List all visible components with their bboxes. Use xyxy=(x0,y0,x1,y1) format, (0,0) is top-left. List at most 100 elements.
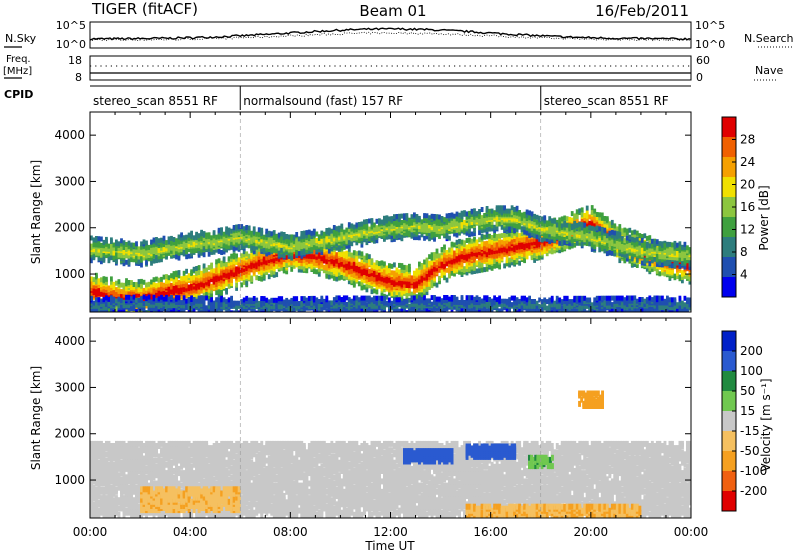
power-cell xyxy=(217,248,221,254)
power-cell xyxy=(162,245,166,251)
power-cell xyxy=(162,238,166,244)
power-cell xyxy=(428,285,431,290)
power-cell xyxy=(210,291,213,297)
power-cell xyxy=(428,236,431,242)
power-cell xyxy=(458,238,461,244)
power-cell xyxy=(388,234,391,240)
power-cell xyxy=(335,276,339,282)
power-cell xyxy=(533,257,536,263)
power-cell xyxy=(100,282,103,288)
power-cell xyxy=(473,254,476,260)
power-cell xyxy=(110,279,113,285)
power-cell xyxy=(615,250,619,256)
power-cell xyxy=(498,246,501,252)
power-cell xyxy=(322,243,326,249)
power-cell xyxy=(453,253,456,259)
power-cell xyxy=(465,211,469,217)
power-cell xyxy=(202,236,206,241)
power-cell xyxy=(222,256,226,262)
power-cell xyxy=(215,247,218,253)
power-cell xyxy=(170,273,173,279)
power-cell xyxy=(418,261,421,267)
power-cell xyxy=(383,287,386,293)
power-cell xyxy=(290,241,294,246)
power-cell xyxy=(252,229,256,235)
power-cell xyxy=(202,231,206,237)
cpid-strip: stereo_scan 8551 RF normalsound (fast) 15… xyxy=(93,86,669,110)
power-cell xyxy=(473,262,476,268)
power-cell xyxy=(623,227,627,233)
power-cell xyxy=(150,242,153,248)
power-cell xyxy=(185,275,188,281)
power-cell xyxy=(247,269,251,275)
power-cell xyxy=(428,223,431,229)
power-cell xyxy=(686,274,689,280)
power-cell xyxy=(325,252,329,258)
power-cell xyxy=(403,286,406,291)
power-cell xyxy=(483,252,486,258)
power-cell xyxy=(580,217,584,223)
power-cell xyxy=(448,213,451,218)
freq-tick-bottom: 8 xyxy=(75,71,82,84)
power-cell xyxy=(112,253,116,259)
power-cell xyxy=(217,292,221,298)
power-cell xyxy=(102,239,106,245)
power-cell xyxy=(550,247,554,253)
power-cell xyxy=(330,228,334,234)
power-cell xyxy=(530,237,534,243)
power-cell xyxy=(478,225,481,231)
power-cell xyxy=(420,219,424,225)
power-cell xyxy=(410,214,414,220)
power-cell xyxy=(618,258,622,264)
power-cell xyxy=(265,232,269,237)
power-cell xyxy=(315,231,319,237)
power-cell xyxy=(393,214,396,220)
power-cell xyxy=(225,247,228,253)
power-cell xyxy=(307,252,311,258)
power-cell xyxy=(438,233,441,239)
power-cell xyxy=(390,263,394,269)
power-cell xyxy=(245,272,249,278)
power-cell xyxy=(443,225,446,231)
power-cell xyxy=(202,263,206,269)
power-cell xyxy=(440,220,444,226)
power-cell xyxy=(220,268,223,274)
power-cell xyxy=(480,207,484,212)
power-cell xyxy=(127,256,131,262)
power-cell xyxy=(265,270,269,275)
power-cell xyxy=(553,241,557,247)
power-cell xyxy=(398,274,401,280)
power-cell xyxy=(272,269,276,275)
power-cell xyxy=(245,228,249,234)
power-cell xyxy=(115,257,118,263)
nsky-trace xyxy=(89,27,692,41)
power-cell xyxy=(120,282,123,288)
power-cell xyxy=(350,252,354,258)
power-cell xyxy=(658,264,662,270)
power-cell xyxy=(312,257,316,263)
power-cell xyxy=(458,269,461,275)
power-cell xyxy=(192,248,196,254)
power-cell xyxy=(172,285,176,291)
power-cell xyxy=(247,253,251,259)
power-cell xyxy=(347,279,351,285)
power-cell xyxy=(510,260,514,266)
power-cell xyxy=(460,257,464,263)
power-cell xyxy=(605,222,609,228)
power-cell xyxy=(640,234,644,239)
power-cell xyxy=(410,219,414,225)
power-cell xyxy=(483,234,486,240)
power-cell xyxy=(187,294,191,300)
power-cell xyxy=(395,290,399,296)
power-cell xyxy=(495,261,499,267)
power-cell xyxy=(255,231,259,237)
power-cell xyxy=(363,284,366,290)
power-cell xyxy=(137,282,141,288)
power-cell xyxy=(385,265,389,271)
power-cell xyxy=(297,250,301,256)
power-cell xyxy=(428,231,431,237)
power-cell xyxy=(445,231,449,237)
power-cell xyxy=(327,237,331,243)
power-cell xyxy=(327,251,331,257)
power-cell xyxy=(340,257,344,262)
